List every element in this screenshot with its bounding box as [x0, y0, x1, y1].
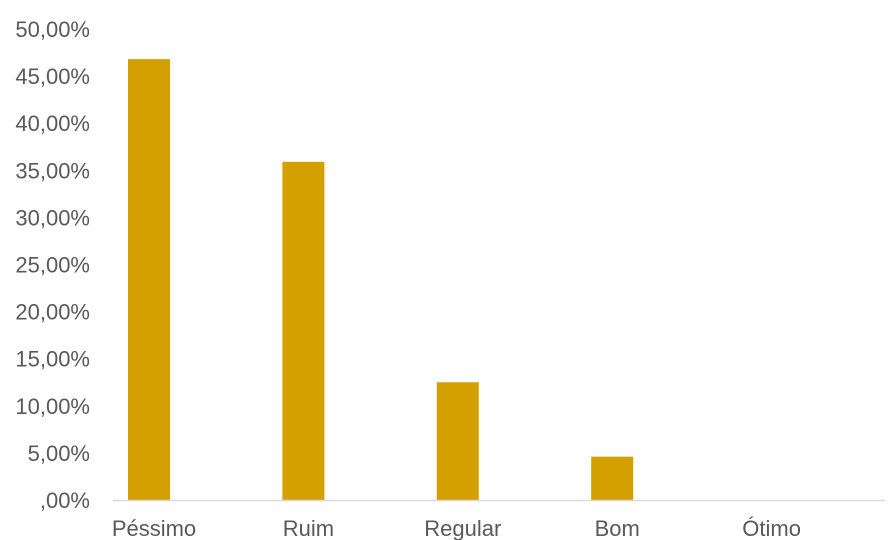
- bar-regular: [436, 382, 479, 500]
- x-category-label: Ótimo: [742, 516, 801, 540]
- y-tick-label: 5,00%: [28, 441, 90, 466]
- bar-bom: [591, 456, 634, 500]
- y-tick-label: 15,00%: [15, 347, 90, 372]
- y-tick-label: 40,00%: [15, 111, 90, 136]
- x-category-label: Ruim: [283, 516, 334, 540]
- y-tick-label: 25,00%: [15, 253, 90, 278]
- y-tick-label: 20,00%: [15, 300, 90, 325]
- y-tick-label: ,00%: [40, 488, 90, 513]
- bar-péssimo: [128, 59, 170, 500]
- y-tick-label: 45,00%: [15, 64, 90, 89]
- y-tick-label: 50,00%: [15, 17, 90, 42]
- y-tick-label: 30,00%: [15, 205, 90, 230]
- y-tick-label: 10,00%: [15, 394, 90, 419]
- bars-group: [128, 59, 634, 500]
- bar-ruim: [282, 161, 325, 500]
- x-category-label: Regular: [424, 516, 501, 540]
- y-tick-label: 35,00%: [15, 158, 90, 183]
- x-axis-labels: Péssimo Ruim Regular Bom Ótimo: [112, 516, 801, 540]
- y-axis-ticks: ,00% 5,00% 10,00% 15,00% 20,00% 25,00% 30,00% 3…: [15, 17, 90, 513]
- x-category-label: Péssimo: [112, 516, 196, 540]
- x-category-label: Bom: [595, 516, 640, 540]
